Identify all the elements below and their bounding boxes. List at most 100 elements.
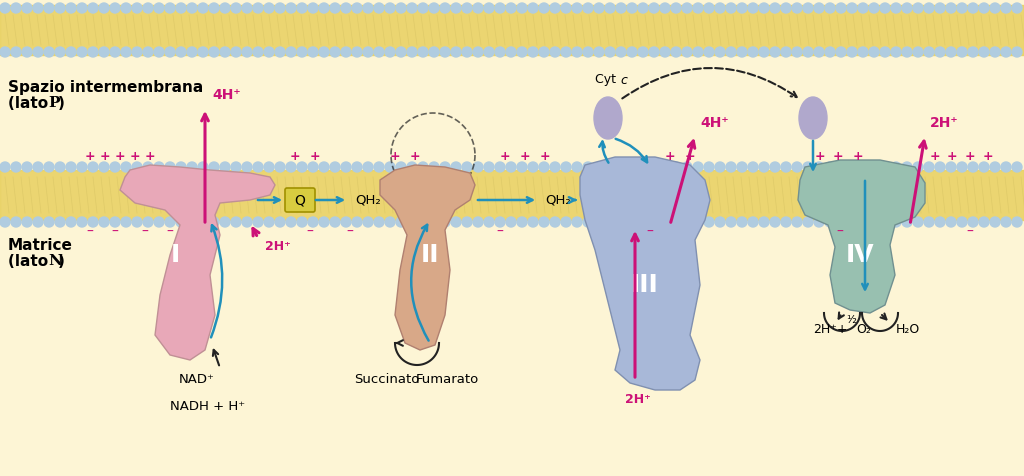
Text: 2H⁺: 2H⁺ (265, 240, 291, 253)
Circle shape (88, 3, 98, 13)
Circle shape (990, 162, 1000, 172)
FancyBboxPatch shape (285, 188, 315, 212)
Circle shape (121, 162, 131, 172)
Circle shape (319, 217, 329, 227)
Circle shape (198, 162, 208, 172)
Circle shape (407, 3, 417, 13)
Circle shape (682, 47, 692, 57)
Circle shape (220, 47, 230, 57)
Circle shape (825, 47, 835, 57)
Circle shape (671, 217, 681, 227)
Circle shape (275, 47, 285, 57)
Circle shape (627, 217, 637, 227)
Circle shape (308, 217, 318, 227)
Circle shape (484, 162, 494, 172)
Text: +: + (390, 150, 400, 163)
Circle shape (726, 47, 736, 57)
Text: –: – (646, 225, 653, 239)
Text: 2H⁺: 2H⁺ (930, 116, 958, 130)
Circle shape (385, 217, 395, 227)
Circle shape (154, 217, 164, 227)
Circle shape (297, 47, 307, 57)
Circle shape (836, 3, 846, 13)
Circle shape (528, 217, 538, 227)
Circle shape (990, 3, 1000, 13)
Circle shape (891, 47, 901, 57)
Circle shape (418, 217, 428, 227)
Circle shape (968, 3, 978, 13)
Text: Matrice: Matrice (8, 238, 73, 253)
Text: +: + (410, 150, 420, 163)
Circle shape (935, 217, 945, 227)
Circle shape (968, 217, 978, 227)
Circle shape (374, 47, 384, 57)
Circle shape (649, 162, 659, 172)
Circle shape (209, 217, 219, 227)
Circle shape (539, 3, 549, 13)
Circle shape (99, 3, 109, 13)
Circle shape (297, 162, 307, 172)
Circle shape (1012, 162, 1022, 172)
Circle shape (33, 217, 43, 227)
Ellipse shape (594, 97, 622, 139)
Circle shape (198, 217, 208, 227)
Circle shape (715, 162, 725, 172)
Circle shape (231, 217, 241, 227)
Circle shape (748, 162, 758, 172)
Circle shape (814, 3, 824, 13)
Circle shape (847, 3, 857, 13)
Text: NAD⁺: NAD⁺ (179, 373, 215, 386)
Circle shape (781, 162, 791, 172)
Text: O₂: O₂ (856, 323, 871, 336)
Circle shape (231, 47, 241, 57)
Circle shape (737, 217, 746, 227)
Circle shape (517, 217, 527, 227)
Circle shape (66, 3, 76, 13)
Circle shape (583, 47, 593, 57)
Circle shape (539, 217, 549, 227)
Circle shape (705, 162, 714, 172)
Circle shape (1012, 217, 1022, 227)
Circle shape (891, 217, 901, 227)
Circle shape (880, 217, 890, 227)
Text: –: – (967, 225, 974, 239)
Circle shape (660, 47, 670, 57)
Circle shape (209, 3, 219, 13)
Circle shape (132, 162, 142, 172)
Circle shape (242, 217, 252, 227)
Circle shape (275, 162, 285, 172)
Circle shape (77, 217, 87, 227)
Text: +: + (833, 150, 844, 163)
Circle shape (473, 3, 483, 13)
Circle shape (165, 162, 175, 172)
Circle shape (869, 3, 879, 13)
Circle shape (319, 47, 329, 57)
Circle shape (341, 162, 351, 172)
Circle shape (396, 162, 406, 172)
Circle shape (1001, 47, 1011, 57)
Circle shape (759, 3, 769, 13)
Circle shape (825, 217, 835, 227)
Circle shape (176, 217, 186, 227)
Circle shape (165, 217, 175, 227)
Text: P: P (48, 96, 59, 110)
Circle shape (44, 162, 54, 172)
Circle shape (121, 3, 131, 13)
Circle shape (209, 162, 219, 172)
Circle shape (407, 162, 417, 172)
Circle shape (946, 3, 956, 13)
Circle shape (891, 3, 901, 13)
Circle shape (418, 162, 428, 172)
Circle shape (55, 3, 65, 13)
Circle shape (693, 3, 703, 13)
Circle shape (836, 47, 846, 57)
Circle shape (913, 3, 923, 13)
Circle shape (264, 47, 274, 57)
Circle shape (682, 162, 692, 172)
Text: +: + (946, 150, 957, 163)
Circle shape (429, 47, 439, 57)
Circle shape (209, 47, 219, 57)
Circle shape (308, 47, 318, 57)
Circle shape (253, 162, 263, 172)
Circle shape (352, 47, 362, 57)
